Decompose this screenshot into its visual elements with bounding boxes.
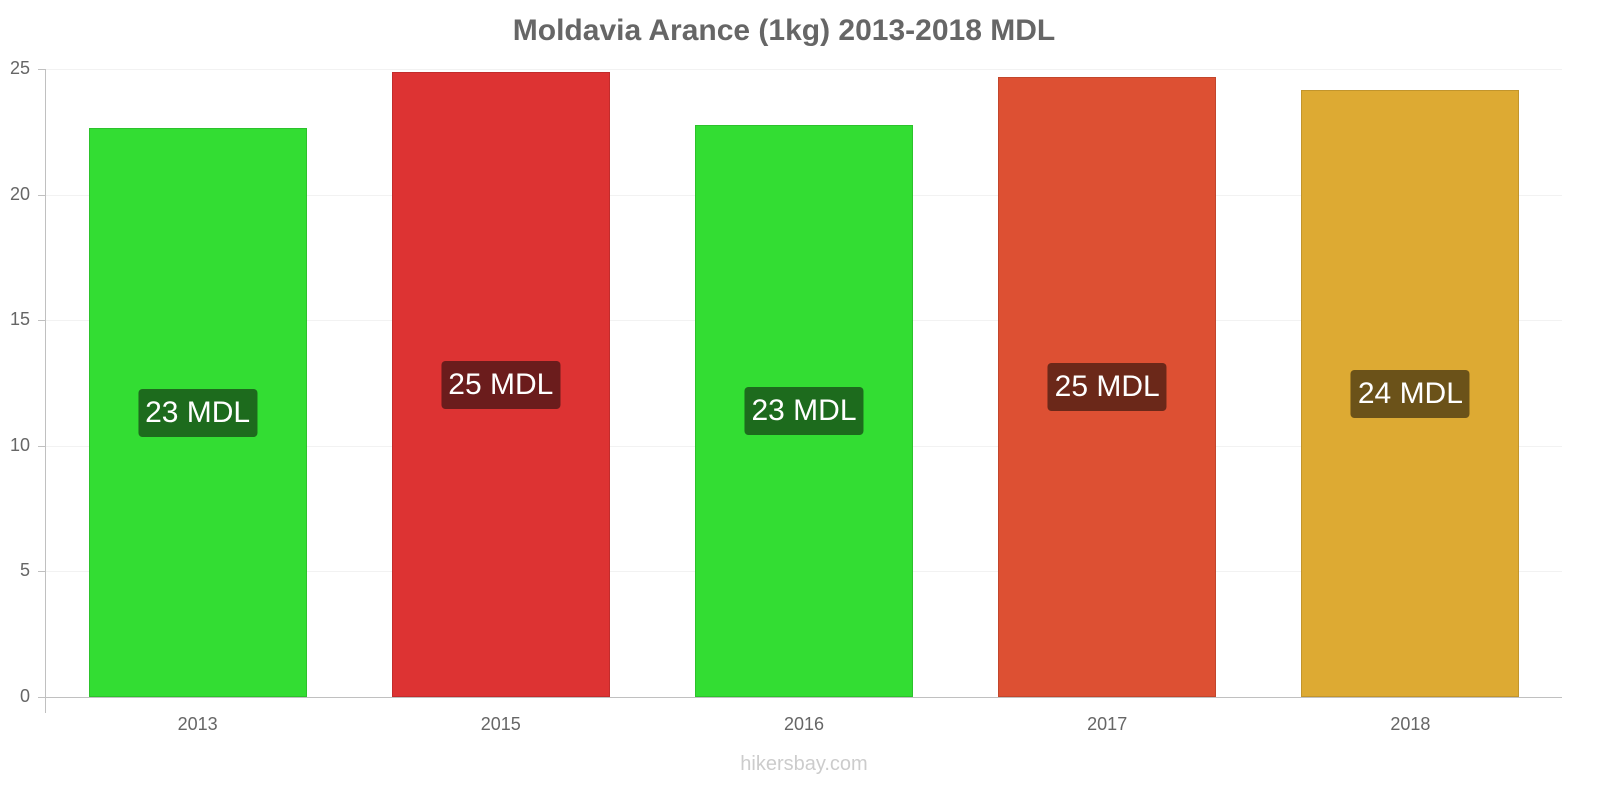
x-tick-label: 2018: [1390, 714, 1431, 734]
y-axis-line: [45, 69, 46, 713]
x-axis-line: [38, 697, 1562, 698]
data-label-2015: 25 MDL: [441, 360, 561, 409]
x-tick-label: 2015: [480, 714, 521, 734]
data-label-2013: 23 MDL: [138, 388, 258, 437]
data-label-2018: 24 MDL: [1350, 369, 1470, 418]
y-tick-label: 0: [19, 686, 30, 706]
data-label-2017: 25 MDL: [1047, 363, 1167, 412]
x-tick-label: 2013: [177, 714, 218, 734]
y-tick-mark: [38, 445, 46, 447]
x-tick-label: 2017: [1087, 714, 1128, 734]
y-tick-label: 20: [9, 183, 30, 204]
y-tick-mark: [38, 194, 46, 196]
credit-text: hikersbay.com: [740, 753, 868, 775]
y-tick-label: 15: [9, 309, 30, 330]
chart-title: Moldavia Arance (1kg) 2013-2018 MDL: [512, 14, 1056, 47]
y-tick-label: 10: [9, 434, 30, 455]
y-tick-label: 5: [19, 560, 30, 581]
gridline: [46, 69, 1562, 70]
y-tick-label: 25: [9, 58, 30, 78]
y-tick-mark: [38, 571, 46, 573]
y-tick-mark: [38, 69, 46, 70]
x-tick-label: 2016: [783, 714, 825, 734]
y-tick-mark: [38, 320, 46, 322]
data-label-2016: 23 MDL: [744, 387, 864, 435]
